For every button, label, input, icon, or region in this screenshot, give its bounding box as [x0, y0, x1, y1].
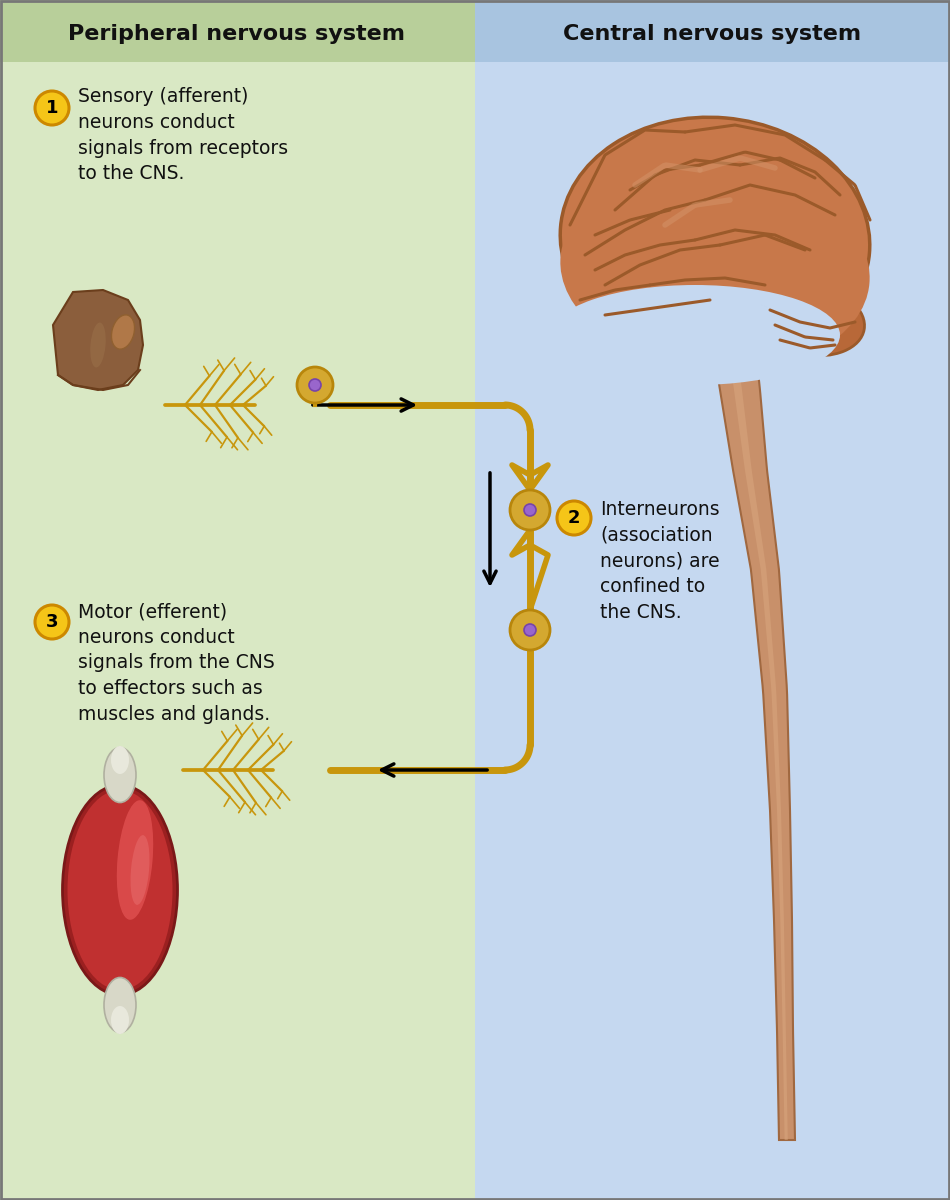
Ellipse shape — [550, 284, 840, 385]
Bar — [0, 0, 475, 1200]
Text: Peripheral nervous system: Peripheral nervous system — [68, 24, 406, 44]
Text: Interneurons
(association
neurons) are
confined to
the CNS.: Interneurons (association neurons) are c… — [600, 500, 720, 622]
Circle shape — [35, 91, 69, 125]
Text: 1: 1 — [46, 98, 58, 116]
Circle shape — [309, 379, 321, 391]
Ellipse shape — [104, 748, 136, 803]
Ellipse shape — [130, 835, 149, 905]
Polygon shape — [708, 314, 795, 1140]
Circle shape — [510, 610, 550, 650]
Ellipse shape — [111, 746, 129, 774]
Circle shape — [510, 490, 550, 530]
Circle shape — [35, 605, 69, 638]
Text: Sensory (afferent)
neurons conduct
signals from receptors
to the CNS.: Sensory (afferent) neurons conduct signa… — [78, 86, 288, 184]
Bar — [475, 0, 950, 62]
Bar — [475, 0, 950, 1200]
Circle shape — [524, 624, 536, 636]
Ellipse shape — [560, 169, 869, 371]
Ellipse shape — [90, 323, 105, 367]
Ellipse shape — [63, 785, 178, 995]
Circle shape — [557, 502, 591, 535]
Text: Motor (efferent)
neurons conduct
signals from the CNS
to effectors such as
muscl: Motor (efferent) neurons conduct signals… — [78, 602, 275, 724]
Polygon shape — [53, 290, 143, 390]
Ellipse shape — [755, 284, 864, 355]
Polygon shape — [723, 314, 788, 1140]
Circle shape — [297, 367, 333, 403]
Ellipse shape — [104, 978, 136, 1032]
Text: Central nervous system: Central nervous system — [563, 24, 861, 44]
Ellipse shape — [111, 1006, 129, 1034]
Bar — [0, 0, 475, 62]
Ellipse shape — [117, 800, 153, 919]
Ellipse shape — [111, 314, 135, 349]
Ellipse shape — [560, 118, 870, 362]
Text: 3: 3 — [46, 613, 58, 631]
Ellipse shape — [67, 790, 173, 990]
Text: 2: 2 — [568, 509, 580, 527]
Circle shape — [524, 504, 536, 516]
